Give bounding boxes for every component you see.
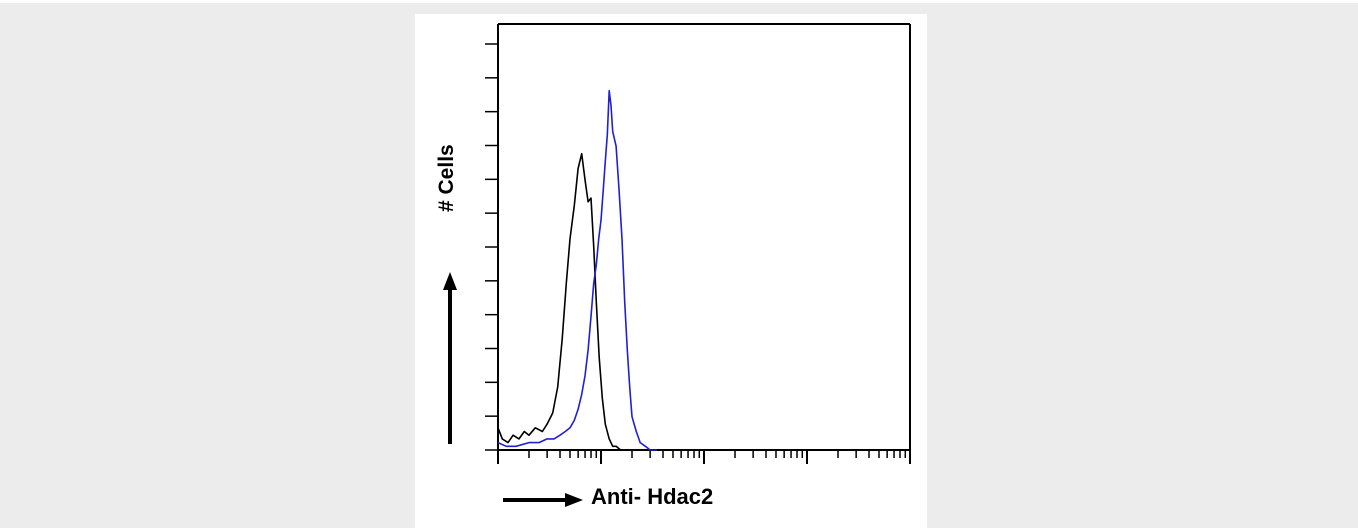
histogram-figure: # Cells Anti- Hdac2: [415, 14, 927, 528]
histogram-series-1: [497, 152, 630, 451]
histogram-chart: [443, 23, 911, 507]
y-axis-label: # Cells: [435, 144, 458, 212]
histogram-series-2: [497, 89, 657, 451]
y-arrow-head: [443, 272, 457, 290]
x-arrow-head: [565, 493, 583, 507]
top-border: [0, 0, 1358, 3]
x-axis-label: Anti- Hdac2: [591, 484, 714, 509]
